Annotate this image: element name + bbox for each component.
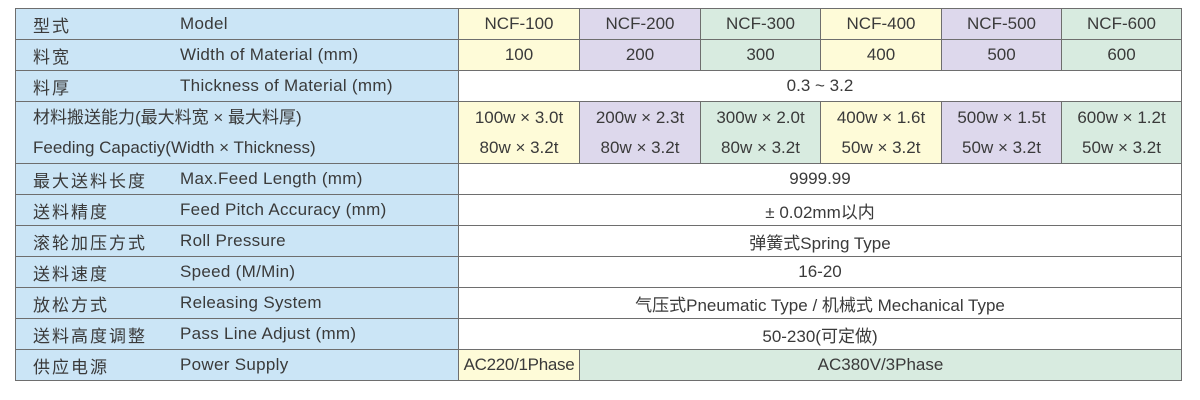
capacity-cell: 200w × 2.3t 80w × 3.2t xyxy=(579,101,701,164)
value-cell: 16-20 xyxy=(458,256,1182,288)
row-power: 供应电源 Power Supply AC220/1Phase AC380V/3Ph… xyxy=(15,349,1182,381)
row-label: 料厚 Thickness of Material (mm) xyxy=(15,70,459,102)
value-cell: 200 xyxy=(579,39,701,71)
model-cell: NCF-400 xyxy=(820,8,942,40)
row-feeding: 材料搬送能力(最大料宽 × 最大料厚) Feeding Capactiy(Wid… xyxy=(15,101,1182,164)
value-cell: AC220/1Phase xyxy=(458,349,580,381)
value-cell: 600 xyxy=(1061,39,1182,71)
value-cell: 0.3 ~ 3.2 xyxy=(458,70,1182,102)
row-model: 型式 Model NCF-100 NCF-200 NCF-300 NCF-400 … xyxy=(15,8,1182,40)
value-cell: AC380V/3Phase xyxy=(579,349,1182,381)
row-speed: 送料速度 Speed (M/Min) 16-20 xyxy=(15,256,1182,288)
row-label: 滚轮加压方式 Roll Pressure xyxy=(15,225,459,257)
row-max-feed: 最大送料长度 Max.Feed Length (mm) 9999.99 xyxy=(15,163,1182,195)
row-label: 材料搬送能力(最大料宽 × 最大料厚) Feeding Capactiy(Wid… xyxy=(15,101,459,164)
model-cell: NCF-500 xyxy=(941,8,1062,40)
value-cell: ± 0.02mm以内 xyxy=(458,194,1182,226)
model-cell: NCF-300 xyxy=(700,8,821,40)
row-label: 送料速度 Speed (M/Min) xyxy=(15,256,459,288)
model-cell: NCF-600 xyxy=(1061,8,1182,40)
value-cell: 气压式Pneumatic Type / 机械式 Mechanical Type xyxy=(458,287,1182,319)
value-cell: 100 xyxy=(458,39,580,71)
row-label: 供应电源 Power Supply xyxy=(15,349,459,381)
value-cell: 500 xyxy=(941,39,1062,71)
row-width: 料宽 Width of Material (mm) 100 200 300 400… xyxy=(15,39,1182,71)
row-label: 送料精度 Feed Pitch Accuracy (mm) xyxy=(15,194,459,226)
value-cell: 弹簧式Spring Type xyxy=(458,225,1182,257)
row-label: 料宽 Width of Material (mm) xyxy=(15,39,459,71)
value-cell: 400 xyxy=(820,39,942,71)
row-accuracy: 送料精度 Feed Pitch Accuracy (mm) ± 0.02mm以内 xyxy=(15,194,1182,226)
value-cell: 50-230(可定做) xyxy=(458,318,1182,350)
capacity-cell: 100w × 3.0t 80w × 3.2t xyxy=(458,101,580,164)
capacity-cell: 600w × 1.2t 50w × 3.2t xyxy=(1061,101,1182,164)
row-label: 放松方式 Releasing System xyxy=(15,287,459,319)
spec-table: 型式 Model NCF-100 NCF-200 NCF-300 NCF-400 … xyxy=(15,8,1182,381)
row-label: 送料高度调整 Pass Line Adjust (mm) xyxy=(15,318,459,350)
row-pass-line: 送料高度调整 Pass Line Adjust (mm) 50-230(可定做) xyxy=(15,318,1182,350)
row-label: 型式 Model xyxy=(15,8,459,40)
model-cell: NCF-100 xyxy=(458,8,580,40)
model-cell: NCF-200 xyxy=(579,8,701,40)
value-cell: 300 xyxy=(700,39,821,71)
capacity-cell: 300w × 2.0t 80w × 3.2t xyxy=(700,101,821,164)
row-release: 放松方式 Releasing System 气压式Pneumatic Type /… xyxy=(15,287,1182,319)
row-thickness: 料厚 Thickness of Material (mm) 0.3 ~ 3.2 xyxy=(15,70,1182,102)
capacity-cell: 500w × 1.5t 50w × 3.2t xyxy=(941,101,1062,164)
row-label: 最大送料长度 Max.Feed Length (mm) xyxy=(15,163,459,195)
value-cell: 9999.99 xyxy=(458,163,1182,195)
capacity-cell: 400w × 1.6t 50w × 3.2t xyxy=(820,101,942,164)
row-roll: 滚轮加压方式 Roll Pressure 弹簧式Spring Type xyxy=(15,225,1182,257)
